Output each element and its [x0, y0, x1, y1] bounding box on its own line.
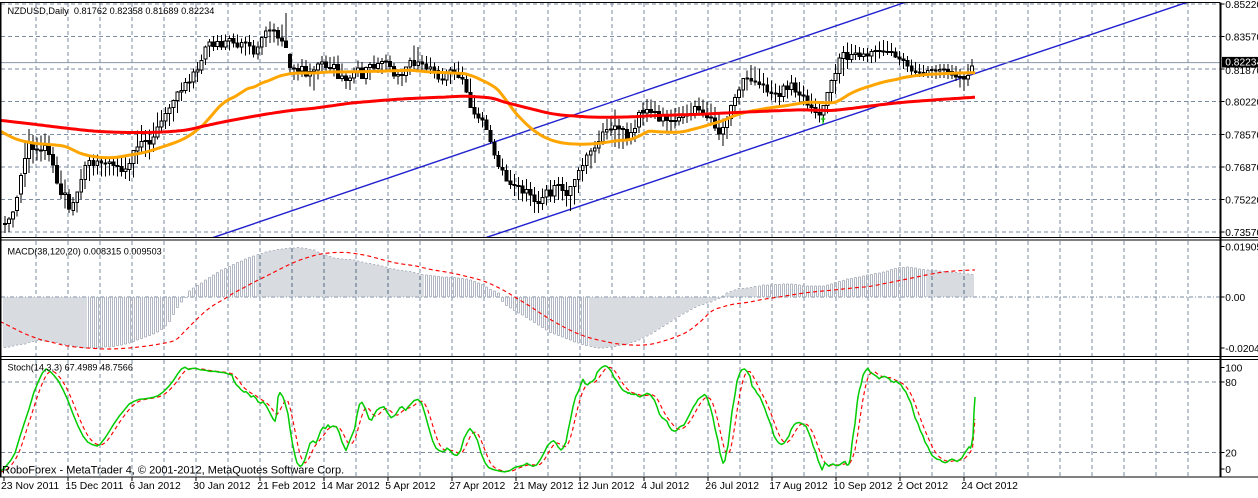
svg-text:27 Apr 2012: 27 Apr 2012	[449, 481, 505, 492]
svg-text:RoboForex - MetaTrader 4, © 20: RoboForex - MetaTrader 4, © 2001-2012, M…	[2, 465, 344, 477]
svg-text:21 Feb 2012: 21 Feb 2012	[257, 481, 316, 492]
svg-text:100: 100	[1225, 363, 1242, 374]
svg-text:12 Jun 2012: 12 Jun 2012	[577, 481, 634, 492]
svg-text:26 Jul 2012: 26 Jul 2012	[705, 481, 759, 492]
svg-text:2 Oct 2012: 2 Oct 2012	[897, 481, 948, 492]
svg-text:4 Jul 2012: 4 Jul 2012	[641, 481, 689, 492]
svg-text:0: 0	[1225, 465, 1231, 476]
svg-text:-0.020472: -0.020472	[1225, 344, 1258, 355]
svg-text:80: 80	[1225, 378, 1237, 389]
svg-text:30 Jan 2012: 30 Jan 2012	[193, 481, 250, 492]
svg-text:23 Nov 2011: 23 Nov 2011	[1, 481, 59, 492]
svg-text:NZDUSD,Daily 0.81762 0.82358: NZDUSD,Daily 0.81762 0.82358 0.81689 0.8…	[8, 6, 215, 16]
svg-text:17 Aug 2012: 17 Aug 2012	[769, 481, 828, 492]
svg-text:5 Apr 2012: 5 Apr 2012	[385, 481, 435, 492]
svg-text:Stoch(14,3,3) 67.4989 48.7566: Stoch(14,3,3) 67.4989 48.7566	[8, 363, 133, 373]
svg-text:10 Sep 2012: 10 Sep 2012	[833, 481, 892, 492]
svg-text:15 Dec 2011: 15 Dec 2011	[65, 481, 123, 492]
svg-text:MACD(38,120,20) 0.008315 0.009: MACD(38,120,20) 0.008315 0.009503	[8, 247, 162, 257]
svg-text:21 May 2012: 21 May 2012	[513, 481, 573, 492]
svg-text:20: 20	[1225, 449, 1237, 460]
svg-text:0.82234: 0.82234	[1225, 58, 1258, 69]
svg-text:24 Oct 2012: 24 Oct 2012	[961, 481, 1018, 492]
svg-text:0.019056: 0.019056	[1225, 242, 1258, 253]
svg-text:6 Jan 2012: 6 Jan 2012	[129, 481, 181, 492]
svg-text:14 Mar 2012: 14 Mar 2012	[321, 481, 380, 492]
svg-text:0.00: 0.00	[1225, 293, 1245, 304]
